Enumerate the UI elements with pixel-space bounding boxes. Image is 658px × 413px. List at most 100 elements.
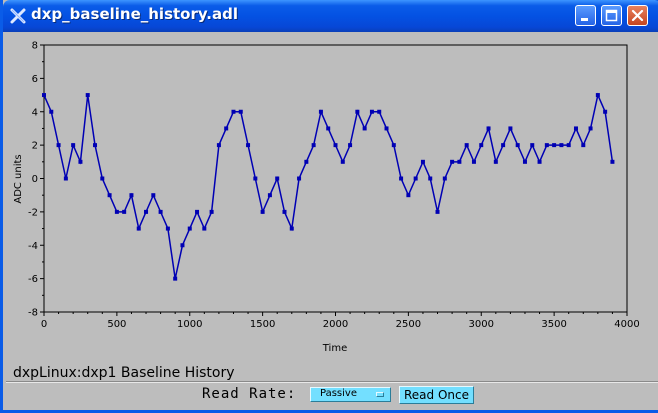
data-point (246, 143, 251, 148)
plot-caption: dxpLinux:dxp1 Baseline History (13, 365, 235, 381)
x-tick-label: 3000 (469, 319, 494, 330)
data-point (362, 126, 367, 131)
data-point (216, 143, 221, 148)
y-tick-label: 4 (32, 107, 38, 118)
data-point (114, 209, 119, 214)
data-point (187, 226, 192, 231)
data-point (165, 226, 170, 231)
read-rate-label: Read Rate: (202, 386, 297, 402)
close-icon (631, 9, 644, 22)
data-point (253, 176, 258, 181)
y-tick-label: -6 (28, 274, 38, 285)
data-point (151, 193, 156, 198)
data-point (158, 209, 163, 214)
data-point (537, 159, 542, 164)
y-tick-label: 8 (32, 41, 38, 52)
data-point (515, 143, 520, 148)
data-point (224, 126, 229, 131)
x-tick-label: 3500 (541, 319, 566, 330)
data-point (391, 143, 396, 148)
data-point (231, 109, 236, 114)
plot-area (43, 44, 628, 313)
data-point (202, 226, 207, 231)
data-point (289, 226, 294, 231)
data-point (442, 176, 447, 181)
minimize-button[interactable] (575, 5, 596, 26)
read-once-button[interactable]: Read Once (399, 386, 474, 404)
divider (6, 381, 658, 383)
close-button[interactable] (627, 5, 648, 26)
data-point (49, 109, 54, 114)
data-point (340, 159, 345, 164)
data-point (238, 109, 243, 114)
title-bar[interactable]: dxp_baseline_history.adl (3, 0, 658, 32)
y-tick-label: -4 (28, 241, 38, 252)
x-tick-label: 2500 (396, 319, 421, 330)
maximize-button[interactable] (601, 5, 622, 26)
data-point (508, 126, 513, 131)
data-point (486, 126, 491, 131)
data-point (457, 159, 462, 164)
data-point (377, 109, 382, 114)
window-title: dxp_baseline_history.adl (31, 5, 238, 23)
data-point (56, 143, 61, 148)
data-point (348, 143, 353, 148)
data-point (93, 143, 98, 148)
data-point (42, 93, 46, 98)
x-tick-label: 0 (41, 319, 47, 330)
y-tick-label: 6 (32, 74, 38, 85)
data-point (71, 143, 76, 148)
y-axis: 8 6 4 2 0 -2 -4 -6 -8 (28, 41, 44, 319)
y-tick-label: 0 (32, 174, 38, 185)
data-point (267, 193, 272, 198)
data-point (180, 243, 185, 248)
data-point (144, 209, 149, 214)
data-point (355, 109, 360, 114)
x-tick-label: 500 (107, 319, 126, 330)
data-point (384, 126, 389, 131)
data-point (136, 226, 141, 231)
data-point (493, 159, 498, 164)
data-point (209, 209, 214, 214)
read-rate-value: Passive (320, 388, 357, 399)
menu-indicator-icon (376, 392, 384, 397)
data-point (326, 126, 331, 131)
maximize-icon (605, 9, 618, 22)
data-point (85, 93, 90, 98)
data-point (501, 143, 506, 148)
data-point (464, 143, 469, 148)
x-axis-label: Time (322, 343, 347, 354)
x-tick-label: 4000 (614, 319, 639, 330)
data-point (544, 143, 549, 148)
data-point (566, 143, 571, 148)
x-tick-label: 2000 (323, 319, 348, 330)
data-point (588, 126, 593, 131)
data-point (195, 209, 200, 214)
y-axis-label: ADC units (13, 154, 24, 203)
data-point (78, 159, 83, 164)
data-point (420, 159, 425, 164)
window-content: 8 6 4 2 0 -2 -4 -6 -8 0 500 1000 1500 2000 2500 3000 35… (6, 32, 658, 410)
y-tick-label: 2 (32, 141, 38, 152)
data-point (311, 143, 316, 148)
baseline-trace (42, 92, 615, 281)
data-point (100, 176, 105, 181)
data-point (122, 209, 127, 214)
data-point (297, 176, 302, 181)
data-point (595, 93, 600, 98)
data-point (129, 193, 134, 198)
data-point (63, 176, 68, 181)
data-point (333, 143, 338, 148)
data-point (282, 209, 287, 214)
y-tick-label: -2 (28, 207, 38, 218)
read-rate-menu[interactable]: Passive (310, 387, 391, 402)
data-point (573, 126, 578, 131)
data-point (399, 176, 404, 181)
data-point (107, 193, 112, 198)
data-point (413, 176, 418, 181)
data-point (435, 209, 440, 214)
data-point (260, 209, 265, 214)
x-axis: 0 500 1000 1500 2000 2500 3000 3500 4000 (41, 312, 640, 330)
baseline-history-chart: 8 6 4 2 0 -2 -4 -6 -8 0 500 1000 1500 2000 2500 3000 35… (13, 41, 640, 355)
data-point (552, 143, 557, 148)
